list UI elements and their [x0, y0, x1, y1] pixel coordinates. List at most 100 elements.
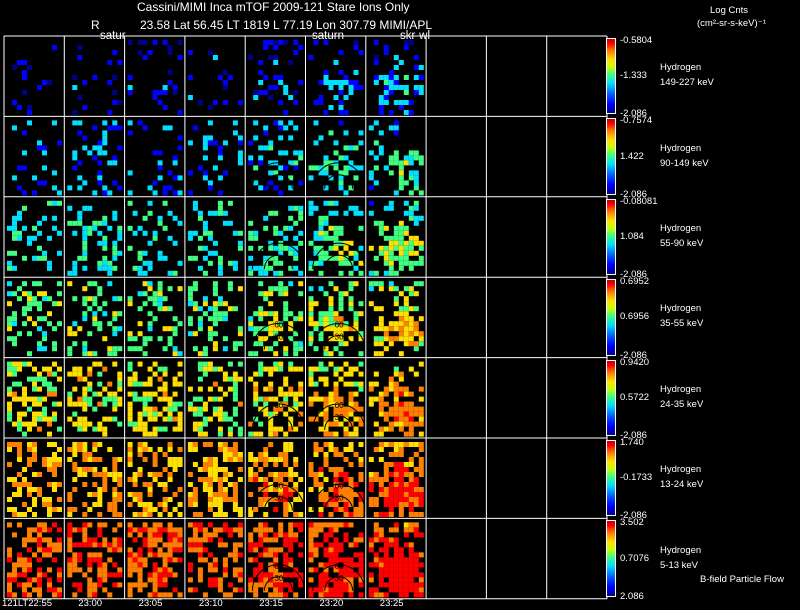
heatmap-cell: [167, 416, 173, 422]
heatmap-cell: [398, 235, 404, 241]
heatmap-cell: [7, 291, 12, 297]
heatmap-cell: [298, 291, 304, 297]
heatmap-cell: [87, 306, 93, 312]
heatmap-cell: [343, 326, 349, 332]
heatmap-cell: [212, 301, 218, 307]
heatmap-cell: [283, 40, 289, 45]
heatmap-cell: [127, 447, 133, 452]
heatmap-cell: [353, 145, 359, 151]
heatmap-cell: [328, 306, 334, 312]
heatmap-cell: [227, 416, 233, 422]
heatmap-cell: [258, 160, 264, 166]
heatmap-cell: [212, 477, 218, 482]
heatmap-cell: [383, 426, 389, 432]
heatmap-cell: [408, 522, 414, 528]
heatmap-cell: [197, 552, 203, 558]
heatmap-cell: [127, 527, 133, 533]
heatmap-cell: [288, 250, 294, 256]
heatmap-cell: [137, 502, 143, 507]
heatmap-cell: [318, 215, 324, 221]
heatmap-cell: [388, 110, 394, 115]
heatmap-cell: [413, 200, 419, 206]
heatmap-cell: [263, 532, 269, 538]
heatmap-cell: [403, 532, 409, 538]
heatmap-cell: [323, 376, 329, 382]
heatmap-cell: [127, 547, 133, 553]
heatmap-cell: [288, 562, 294, 568]
heatmap-cell: [373, 255, 379, 261]
heatmap-cell: [393, 286, 399, 292]
heatmap-panel: [248, 281, 304, 357]
heatmap-cell: [278, 75, 284, 80]
heatmap-cell: [348, 145, 354, 151]
heatmap-cell: [32, 587, 37, 593]
heatmap-cell: [12, 371, 17, 377]
heatmap-cell: [82, 442, 88, 447]
heatmap-cell: [72, 442, 78, 447]
heatmap-cell: [288, 587, 294, 593]
heatmap-cell: [393, 230, 399, 236]
heatmap-cell: [232, 381, 238, 387]
heatmap-cell: [222, 497, 228, 502]
heatmap-cell: [313, 477, 319, 482]
heatmap-cell: [413, 235, 419, 241]
heatmap-cell: [353, 482, 359, 487]
heatmap-cell: [22, 311, 27, 317]
heatmap-cell: [102, 215, 108, 221]
heatmap-cell: [323, 215, 329, 221]
heatmap-cell: [403, 401, 409, 407]
heatmap-cell: [288, 60, 294, 65]
heatmap-cell: [393, 225, 399, 231]
heatmap-cell: [217, 150, 223, 156]
heatmap-cell: [67, 205, 73, 211]
heatmap-cell: [172, 406, 178, 412]
heatmap-cell: [383, 326, 389, 332]
heatmap-cell: [207, 260, 213, 266]
heatmap-cell: [268, 552, 274, 558]
heatmap-cell: [388, 160, 394, 166]
heatmap-cell: [92, 502, 98, 507]
heatmap-cell: [177, 190, 183, 196]
heatmap-cell: [12, 175, 17, 181]
colorbar-min-label: -2.086: [620, 430, 647, 441]
colorbar-mid-label: -0.1733: [620, 472, 653, 484]
heatmap-cell: [82, 351, 88, 357]
heatmap-cell: [398, 255, 404, 261]
heatmap-cell: [52, 587, 57, 593]
heatmap-cell: [197, 100, 203, 105]
heatmap-cell: [323, 80, 329, 85]
heatmap-cell: [353, 40, 359, 45]
heatmap-cell: [288, 265, 294, 271]
heatmap-cell: [333, 391, 339, 397]
heatmap-cell: [248, 587, 254, 593]
heatmap-cell: [82, 301, 88, 307]
heatmap-cell: [418, 260, 424, 266]
heatmap-cell: [192, 547, 198, 553]
heatmap-cell: [278, 572, 284, 578]
heatmap-cell: [82, 341, 88, 347]
heatmap-panel: [67, 442, 123, 517]
heatmap-cell: [212, 281, 218, 287]
heatmap-cell: [27, 421, 32, 427]
heatmap-cell: [52, 462, 57, 467]
heatmap-cell: [383, 477, 389, 482]
heatmap-cell: [338, 331, 344, 337]
heatmap-cell: [197, 557, 203, 563]
heatmap-cell: [52, 507, 57, 512]
heatmap-cell: [273, 587, 279, 593]
heatmap-cell: [343, 522, 349, 528]
heatmap-cell: [308, 316, 314, 322]
heatmap-cell: [418, 361, 424, 367]
heatmap-cell: [177, 321, 183, 327]
heatmap-cell: [348, 306, 354, 312]
heatmap-cell: [202, 296, 208, 302]
heatmap-cell: [348, 522, 354, 528]
heatmap-cell: [237, 512, 243, 517]
heatmap-cell: [248, 477, 254, 482]
heatmap-cell: [172, 270, 178, 276]
heatmap-cell: [308, 205, 314, 211]
heatmap-cell: [393, 381, 399, 387]
heatmap-cell: [413, 552, 419, 558]
heatmap-cell: [418, 406, 424, 412]
heatmap-panel: [368, 522, 424, 598]
